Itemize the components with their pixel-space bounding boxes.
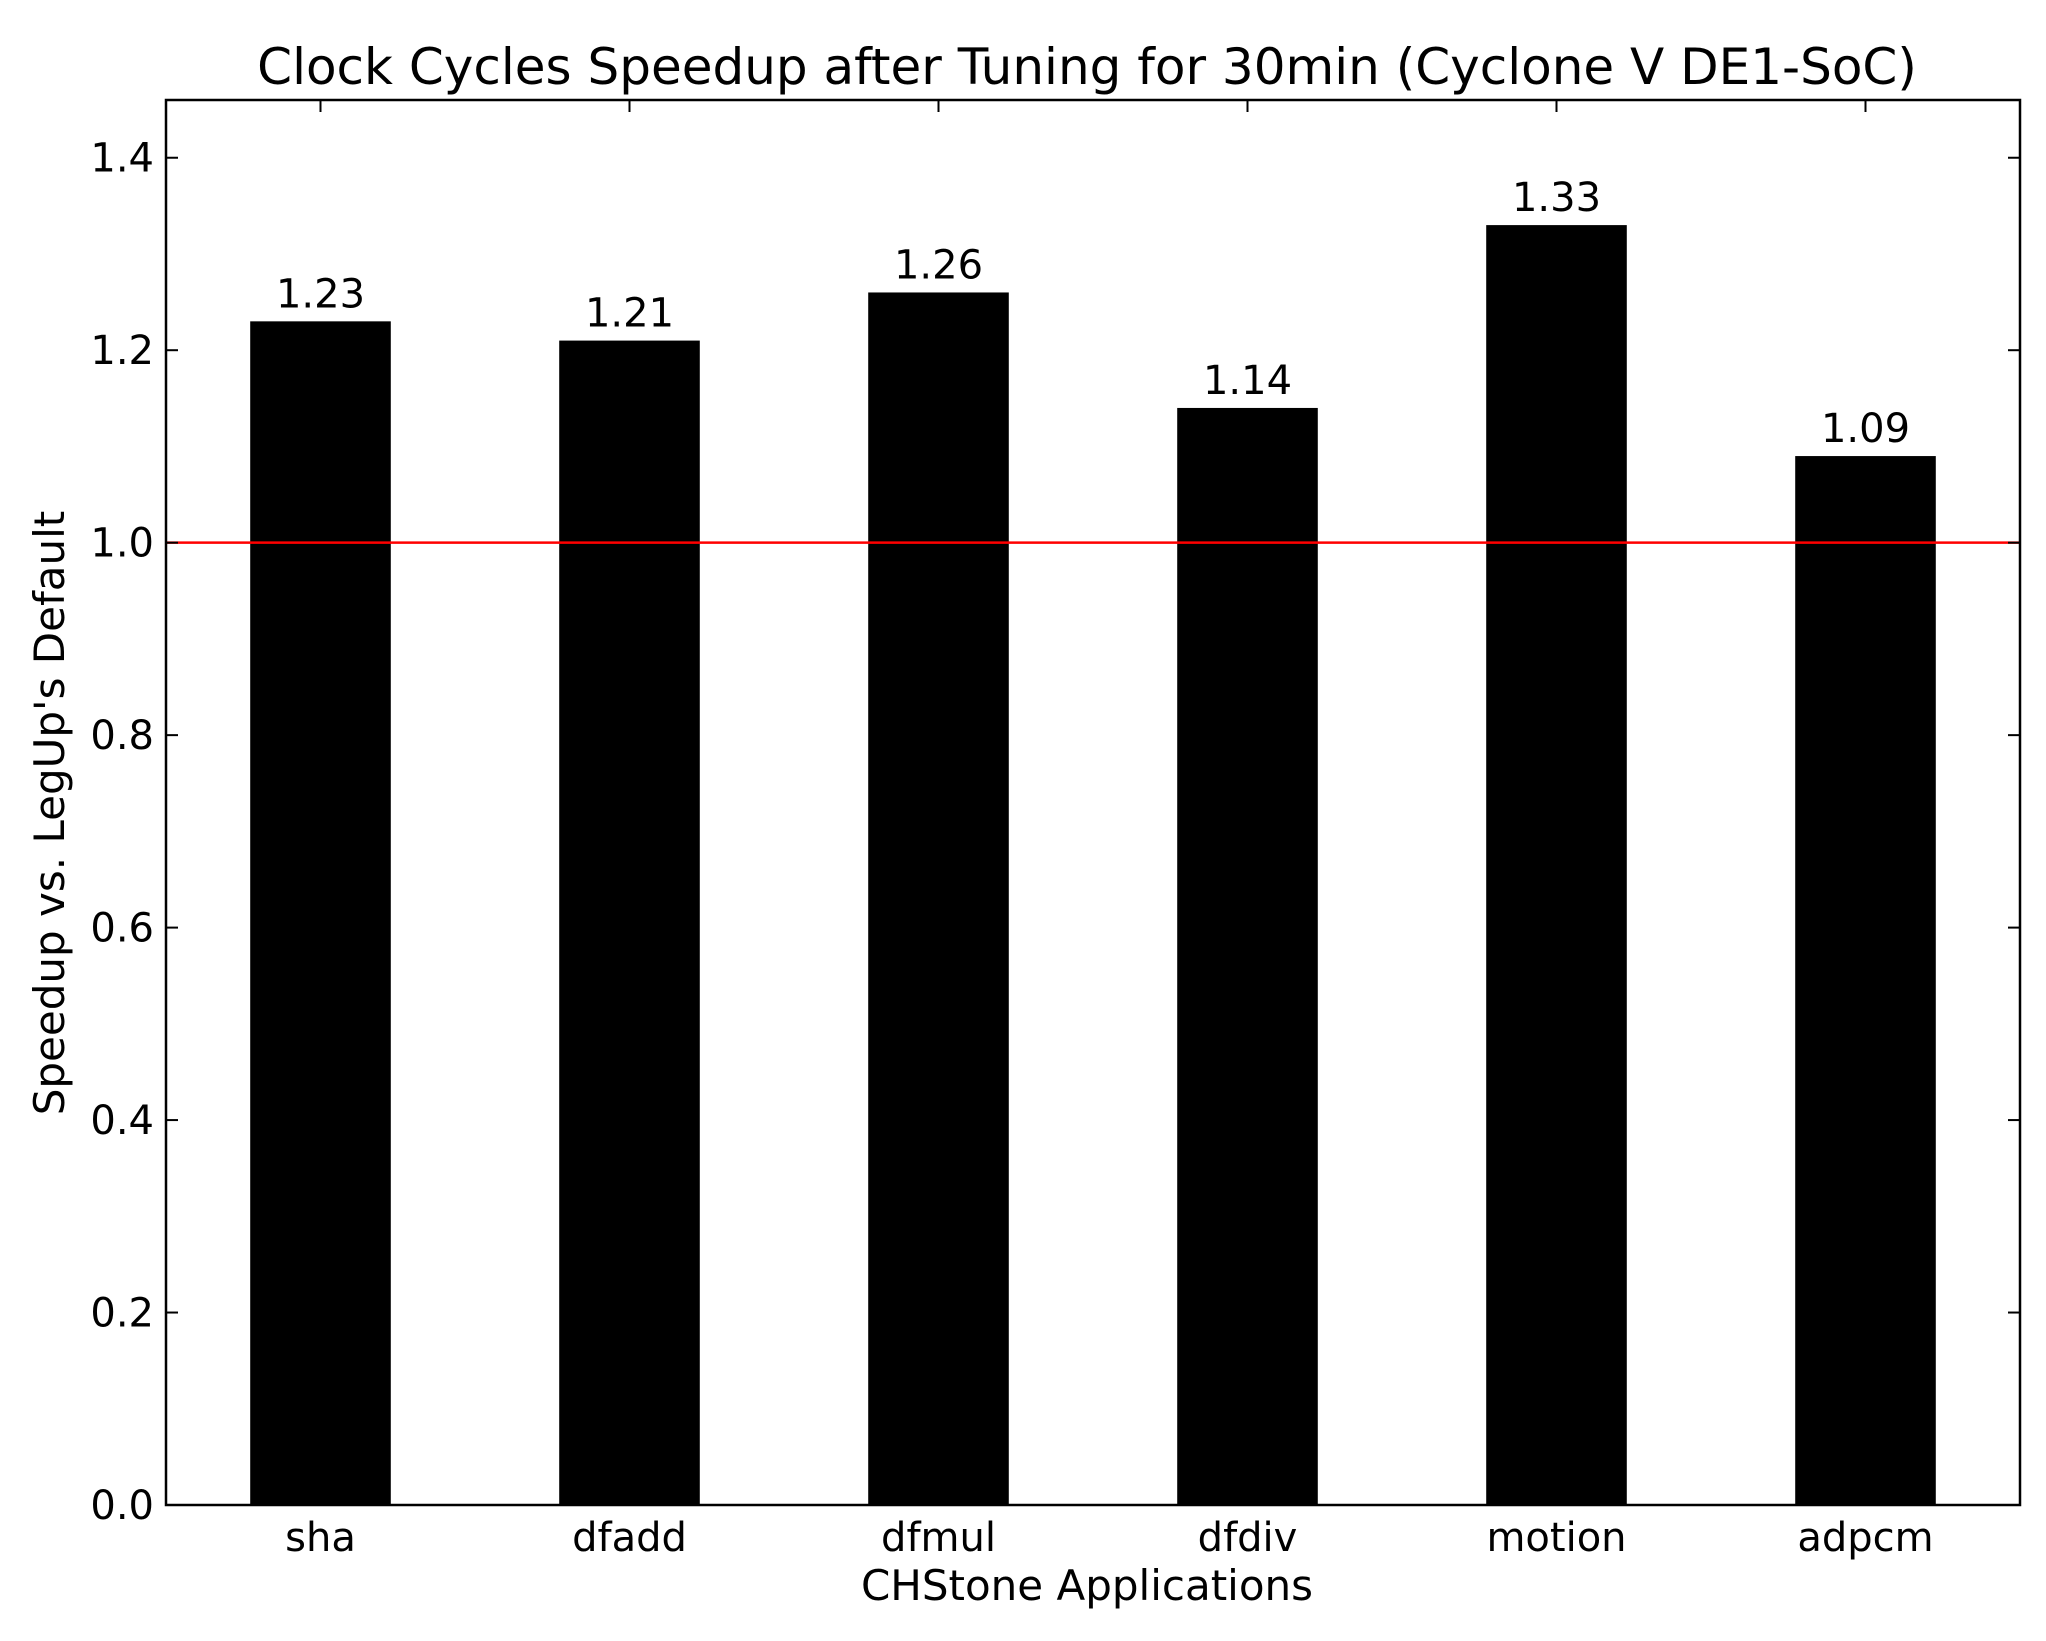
data-label: 1.26	[894, 242, 983, 288]
x-tick-label: dfdiv	[1198, 1515, 1298, 1561]
bar-sha	[250, 321, 391, 1506]
y-tick-label: 0.4	[90, 1098, 154, 1144]
data-label: 1.33	[1512, 175, 1601, 221]
bar-dfadd	[559, 340, 700, 1506]
bar-dfmul	[868, 292, 1009, 1505]
y-tick-label: 1.0	[90, 521, 154, 567]
x-axis-label: CHStone Applications	[861, 1561, 1313, 1610]
y-tick-label: 0.0	[90, 1483, 154, 1529]
x-tick-label: adpcm	[1797, 1515, 1933, 1561]
bar-dfdiv	[1177, 407, 1318, 1505]
y-tick-label: 1.4	[90, 136, 154, 182]
data-label: 1.14	[1203, 358, 1292, 404]
x-tick-label: dfmul	[881, 1515, 996, 1561]
x-tick-label: sha	[285, 1515, 356, 1561]
axes-frame	[164, 98, 2022, 1507]
bar-adpcm	[1795, 456, 1936, 1505]
plot-area: 0.0 0.2 0.4 0.6 0.8 1.0 1.2 1.4 sha 1.23 dfadd 1.21…	[90, 98, 2022, 1561]
bar-motion	[1486, 225, 1627, 1505]
y-tick-label: 0.2	[90, 1291, 154, 1337]
chart-title: Clock Cycles Speedup after Tuning for 30…	[257, 38, 1917, 96]
data-label: 1.23	[276, 271, 365, 317]
y-tick-label: 0.8	[90, 713, 154, 759]
y-axis-label: Speedup vs. LegUp's Default	[25, 511, 74, 1116]
x-tick-label: dfadd	[572, 1515, 687, 1561]
data-label: 1.21	[585, 291, 674, 337]
data-label: 1.09	[1821, 406, 1910, 452]
x-tick-label: motion	[1486, 1515, 1626, 1561]
y-tick-label: 0.6	[90, 906, 154, 952]
y-tick-label: 1.2	[90, 328, 154, 374]
